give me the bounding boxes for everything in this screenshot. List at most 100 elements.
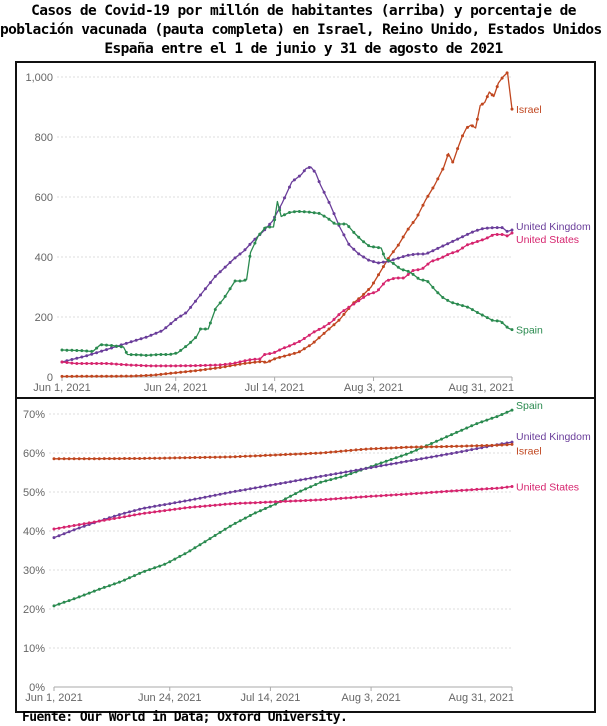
- data-point: [455, 489, 459, 493]
- data-point: [253, 454, 257, 458]
- data-point: [324, 474, 328, 477]
- data-point: [77, 526, 81, 530]
- data-point: [357, 235, 361, 239]
- data-point: [424, 445, 428, 449]
- data-point: [154, 353, 158, 357]
- data-point: [510, 228, 514, 232]
- data-point: [233, 361, 237, 365]
- data-point: [384, 493, 388, 497]
- data-point: [173, 501, 177, 505]
- data-point: [307, 344, 311, 348]
- series-spain: Spain: [60, 200, 543, 357]
- data-point: [183, 456, 187, 460]
- data-point: [480, 446, 484, 450]
- series-line-israel: [61, 71, 513, 378]
- data-point: [233, 455, 237, 459]
- y-tick-label: 70%: [23, 409, 45, 421]
- data-point: [233, 489, 237, 493]
- data-point: [475, 487, 479, 491]
- data-point: [268, 483, 272, 487]
- data-point: [399, 493, 403, 496]
- data-point: [238, 252, 242, 256]
- data-point: [490, 93, 494, 97]
- data-point: [119, 345, 123, 349]
- data-point: [389, 458, 393, 461]
- data-point: [248, 358, 252, 362]
- data-point: [440, 453, 443, 457]
- data-point: [199, 293, 202, 297]
- data-point: [450, 433, 454, 437]
- data-point: [500, 226, 504, 230]
- data-point: [342, 233, 346, 237]
- data-point: [384, 459, 388, 463]
- data-point: [386, 258, 390, 262]
- data-point: [258, 454, 262, 458]
- data-point: [288, 353, 291, 357]
- data-point: [404, 445, 408, 449]
- data-point: [480, 238, 484, 242]
- data-point: [445, 445, 449, 448]
- data-point: [82, 524, 86, 528]
- data-point: [213, 363, 217, 367]
- data-point: [278, 348, 282, 352]
- data-point: [289, 452, 292, 456]
- data-point: [263, 484, 267, 488]
- data-point: [143, 569, 147, 573]
- data-point: [133, 513, 136, 517]
- data-point: [97, 587, 101, 591]
- data-point: [359, 495, 363, 499]
- data-point: [317, 336, 321, 340]
- data-point: [324, 498, 328, 501]
- data-point: [228, 261, 232, 264]
- data-point: [436, 257, 440, 261]
- data-point: [475, 240, 479, 243]
- data-point: [322, 190, 326, 194]
- data-point: [446, 253, 450, 257]
- data-point: [347, 305, 351, 309]
- x-tick-label: Aug 31, 2021: [449, 692, 514, 704]
- data-point: [223, 502, 227, 506]
- data-point: [475, 447, 479, 451]
- y-tick-label: 10%: [23, 643, 45, 655]
- data-point: [416, 268, 420, 272]
- data-point: [460, 450, 464, 454]
- data-point: [243, 278, 247, 282]
- data-point: [299, 499, 303, 503]
- data-point: [362, 292, 366, 296]
- data-point: [117, 457, 121, 461]
- data-point: [430, 442, 433, 445]
- data-point: [218, 492, 222, 496]
- data-point: [510, 231, 514, 235]
- data-point: [470, 230, 474, 234]
- data-point: [110, 346, 113, 350]
- data-point: [80, 374, 84, 378]
- data-point: [189, 364, 193, 368]
- data-point: [485, 226, 489, 230]
- data-point: [65, 374, 69, 378]
- data-point: [421, 203, 425, 207]
- title-line-2: población vacunada (pauta completa) en I…: [0, 22, 607, 38]
- data-point: [475, 228, 479, 232]
- data-point: [352, 247, 356, 251]
- chart-title: Casos de Covid-19 por millón de habitant…: [0, 2, 607, 59]
- data-point: [396, 265, 400, 269]
- data-point: [62, 457, 66, 461]
- data-point: [163, 456, 167, 460]
- data-point: [344, 449, 348, 453]
- data-point: [208, 363, 212, 367]
- data-point: [117, 513, 121, 517]
- data-point: [52, 604, 56, 608]
- cases-chart: 0 200 400 600 800 1,000 Jun 1, 2021 Jun 24, 202…: [25, 71, 591, 394]
- y-tick-label: 800: [35, 132, 53, 144]
- x-tick-label: Jul 14, 2021: [240, 692, 300, 704]
- data-point: [379, 494, 383, 498]
- data-point: [169, 371, 173, 375]
- data-point: [450, 444, 454, 448]
- data-point: [396, 276, 400, 280]
- data-point: [411, 221, 415, 224]
- data-point: [344, 496, 348, 500]
- data-point: [238, 519, 242, 523]
- data-point: [52, 457, 56, 461]
- data-point: [419, 491, 423, 495]
- data-point: [67, 530, 71, 534]
